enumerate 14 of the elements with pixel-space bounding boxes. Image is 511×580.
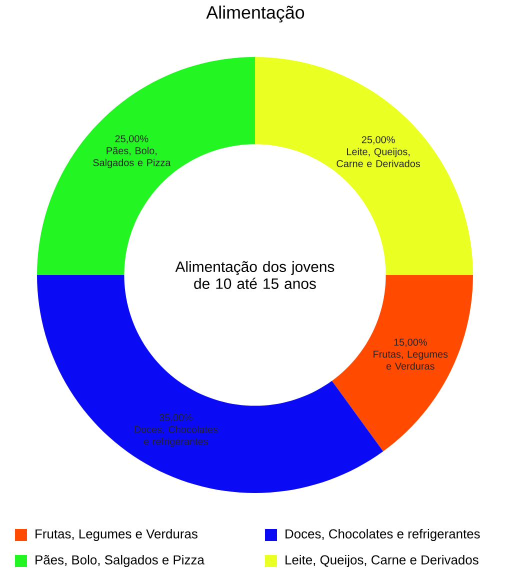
chart-title: Alimentação xyxy=(206,6,304,22)
slice-label: Frutas, Legumes e Verduras xyxy=(374,350,448,370)
text: Alimentação dos jovens de 10 até 15 anos xyxy=(175,261,334,289)
slice-label: Pães, Bolo, Salgados e Pizza xyxy=(93,146,171,168)
slice-label: Doces, Chocolates e refrigerantes xyxy=(134,426,218,447)
legend-label: Doces, Chocolates e refrigerantes xyxy=(286,528,480,542)
data-label: 35,00% xyxy=(159,414,192,422)
legend-label: Frutas, Legumes e Verduras xyxy=(36,528,198,542)
legend-label: Pães, Bolo, Salgados e Pizza xyxy=(36,554,204,568)
data-label: 15,00% xyxy=(394,338,427,347)
data-label: 25,00% xyxy=(115,135,148,144)
slice-label: Leite, Queijos, Carne e Derivados xyxy=(336,148,420,168)
legend-label: Leite, Queijos, Carne e Derivados xyxy=(286,554,478,568)
data-label: 25,00% xyxy=(362,136,395,144)
